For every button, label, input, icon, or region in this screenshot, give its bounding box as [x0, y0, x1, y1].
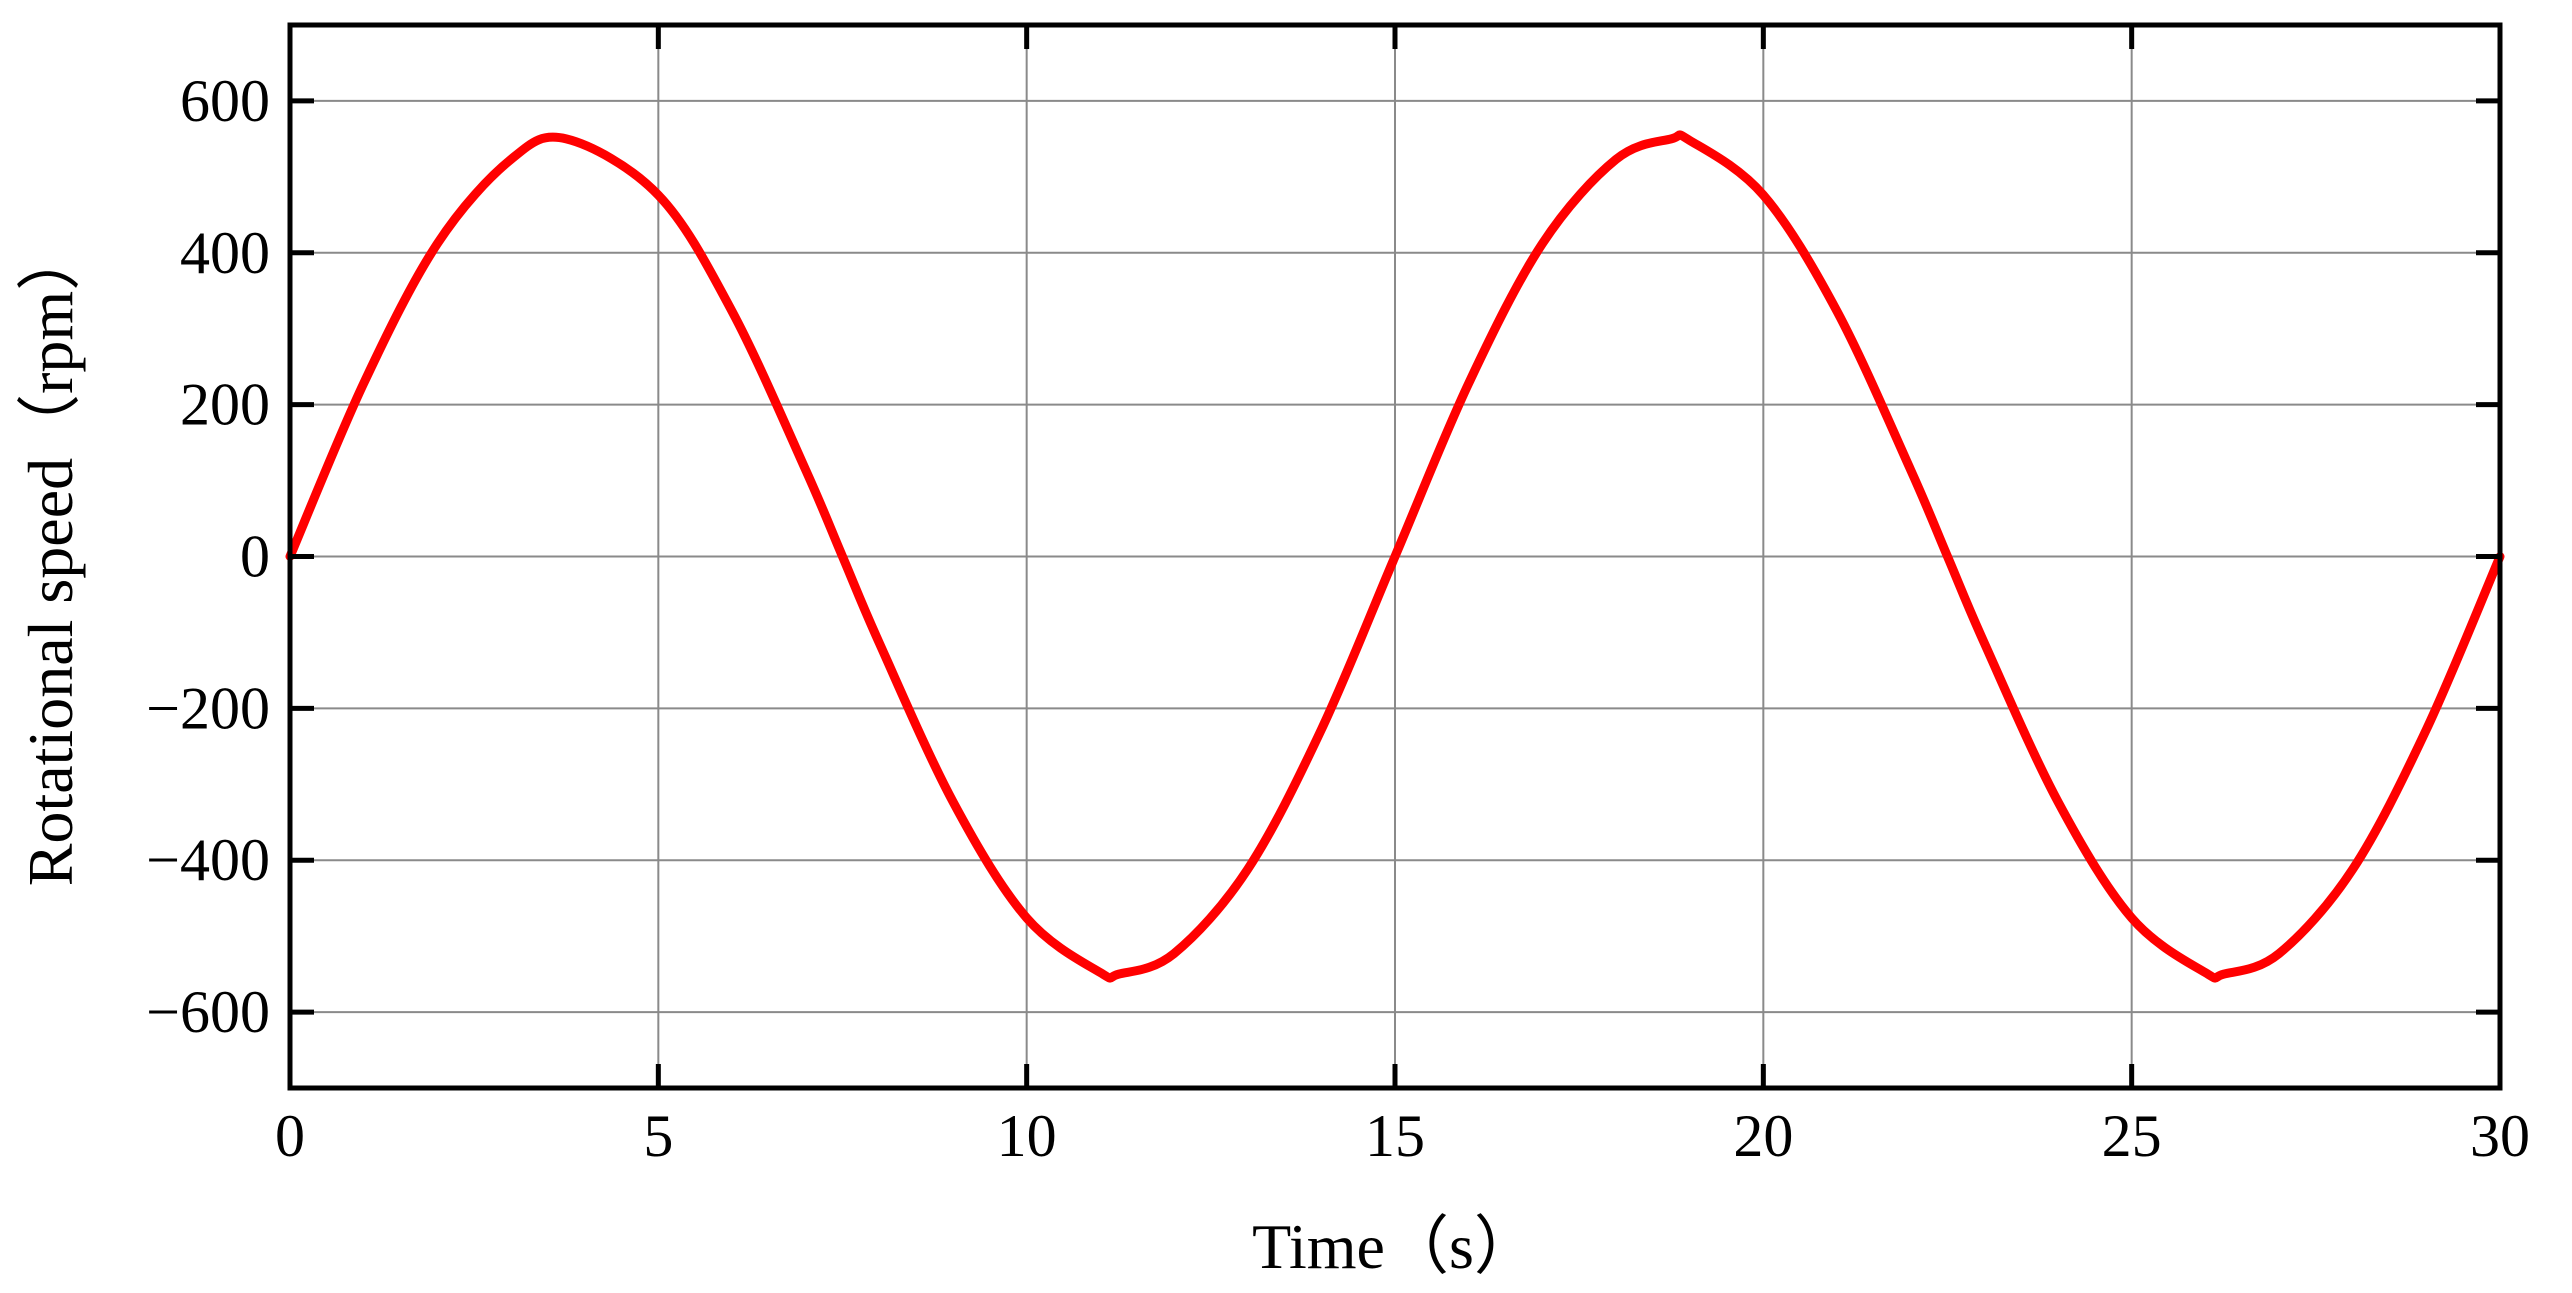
y-axis-title: Rotational speed（rpm）: [15, 227, 86, 886]
y-tick-label: 400: [180, 220, 270, 286]
x-tick-label: 0: [275, 1103, 305, 1169]
y-tick-label: −600: [146, 979, 270, 1045]
x-tick-label: 20: [1733, 1103, 1793, 1169]
y-tick-label: −200: [146, 675, 270, 741]
x-tick-label: 30: [2470, 1103, 2530, 1169]
x-tick-label: 25: [2102, 1103, 2162, 1169]
series-layer: [285, 130, 2505, 983]
x-tick-label: 5: [643, 1103, 673, 1169]
tick-labels: −600 −400 −200 0 200 400 600 0 5 10 15 20 25 30: [146, 68, 2530, 1169]
x-tick-label: 15: [1365, 1103, 1425, 1169]
y-tick-label: −400: [146, 827, 270, 893]
axis-ticks: [287, 25, 2503, 1088]
speed-series-line: [285, 130, 2505, 983]
grid-lines: [290, 25, 2500, 1088]
x-axis-title: Time（s）: [1252, 1211, 1538, 1282]
y-tick-label: 200: [180, 372, 270, 438]
y-tick-label: 0: [240, 524, 270, 590]
y-tick-label: 600: [180, 68, 270, 134]
x-tick-label: 10: [997, 1103, 1057, 1169]
